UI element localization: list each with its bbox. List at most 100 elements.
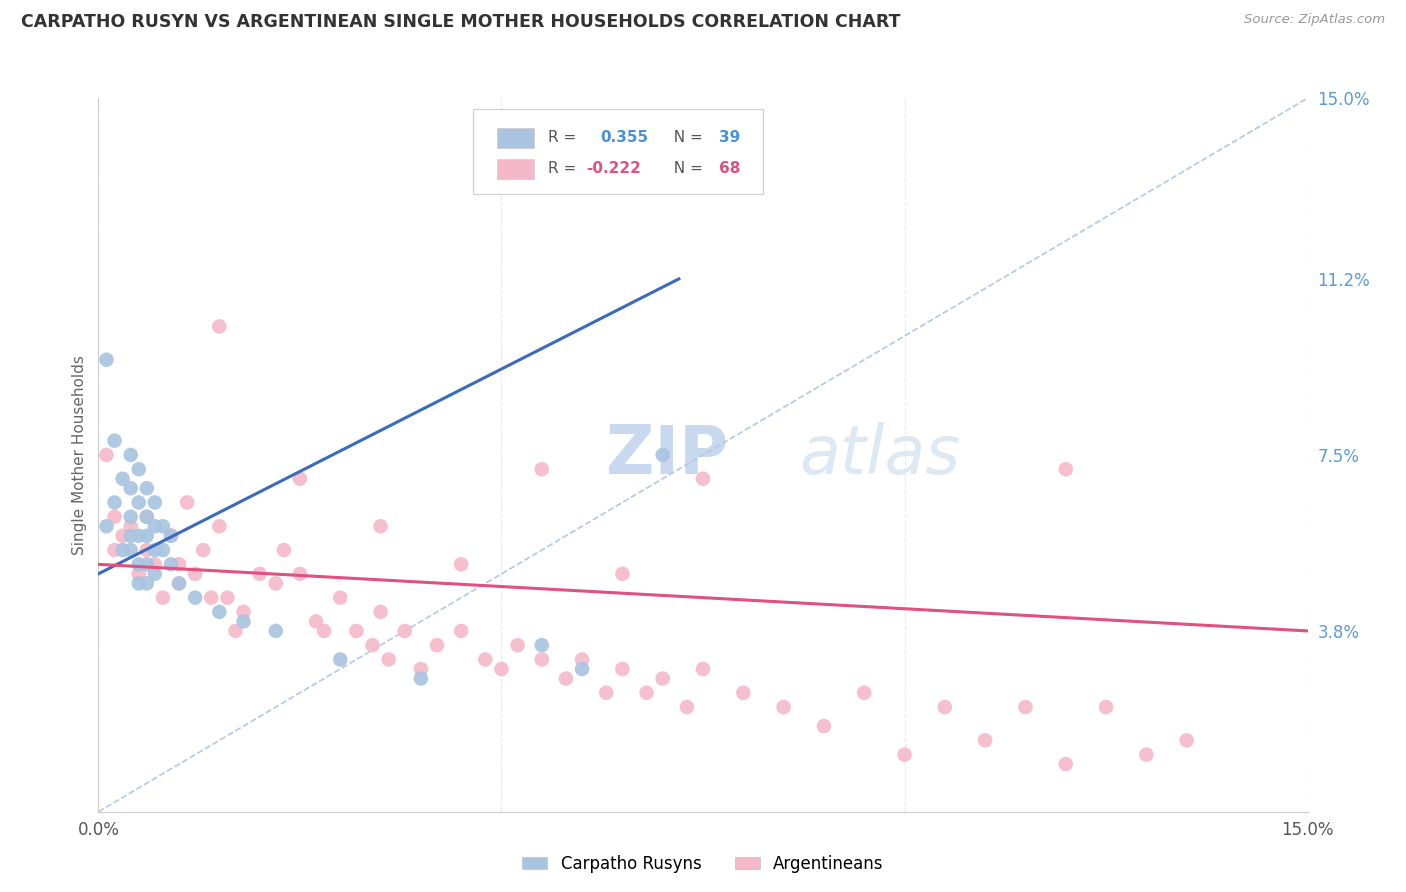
Point xyxy=(120,509,142,524)
Point xyxy=(111,543,134,558)
Text: ZIP: ZIP xyxy=(606,422,728,488)
Point xyxy=(208,319,231,334)
Point xyxy=(176,495,198,509)
Point xyxy=(426,638,449,652)
Y-axis label: Single Mother Households: Single Mother Households xyxy=(72,355,87,555)
Text: N =: N = xyxy=(664,130,709,145)
Point xyxy=(612,566,634,581)
Point xyxy=(128,566,150,581)
Point xyxy=(1135,747,1157,762)
Point xyxy=(128,462,150,476)
Point xyxy=(120,448,142,462)
Point xyxy=(377,652,399,666)
Point xyxy=(111,472,134,486)
Point xyxy=(167,576,190,591)
Text: atlas: atlas xyxy=(800,422,960,488)
Point xyxy=(474,652,496,666)
Point xyxy=(571,662,593,676)
Point xyxy=(530,638,553,652)
Point xyxy=(143,543,166,558)
Point xyxy=(595,686,617,700)
Point xyxy=(128,576,150,591)
Point xyxy=(143,495,166,509)
Point xyxy=(1054,757,1077,772)
Legend: Carpatho Rusyns, Argentineans: Carpatho Rusyns, Argentineans xyxy=(516,848,890,880)
Text: Source: ZipAtlas.com: Source: ZipAtlas.com xyxy=(1244,13,1385,27)
Point xyxy=(692,472,714,486)
Point xyxy=(651,448,673,462)
Point xyxy=(143,519,166,533)
Point xyxy=(160,558,183,572)
Point xyxy=(128,558,150,572)
Point xyxy=(1095,700,1118,714)
Point xyxy=(506,638,529,652)
Point xyxy=(135,543,157,558)
Point xyxy=(314,624,336,638)
Point xyxy=(152,519,174,533)
Point xyxy=(135,576,157,591)
Point xyxy=(370,605,392,619)
Text: CARPATHO RUSYN VS ARGENTINEAN SINGLE MOTHER HOUSEHOLDS CORRELATION CHART: CARPATHO RUSYN VS ARGENTINEAN SINGLE MOT… xyxy=(21,13,901,31)
Point xyxy=(200,591,222,605)
Point xyxy=(224,624,246,638)
Point xyxy=(893,747,915,762)
FancyBboxPatch shape xyxy=(498,128,534,148)
Point xyxy=(733,686,755,700)
Point xyxy=(128,529,150,543)
Point xyxy=(249,566,271,581)
Point xyxy=(135,481,157,495)
Point xyxy=(167,558,190,572)
Text: 0.355: 0.355 xyxy=(600,130,648,145)
Point xyxy=(409,672,432,686)
Point xyxy=(135,509,157,524)
Point xyxy=(103,509,125,524)
Point xyxy=(934,700,956,714)
Text: N =: N = xyxy=(664,161,709,177)
Point xyxy=(96,448,118,462)
Point xyxy=(329,591,352,605)
Point xyxy=(143,566,166,581)
Point xyxy=(103,543,125,558)
Point xyxy=(530,652,553,666)
Point xyxy=(184,566,207,581)
Point xyxy=(344,624,367,638)
Point xyxy=(120,543,142,558)
Point xyxy=(264,624,287,638)
Point xyxy=(96,352,118,367)
Point xyxy=(120,481,142,495)
Point xyxy=(135,558,157,572)
Point xyxy=(288,472,311,486)
FancyBboxPatch shape xyxy=(498,159,534,178)
Point xyxy=(305,615,328,629)
Point xyxy=(135,509,157,524)
Point xyxy=(103,434,125,448)
Point xyxy=(128,495,150,509)
FancyBboxPatch shape xyxy=(474,109,763,194)
Point xyxy=(612,662,634,676)
Point xyxy=(530,462,553,476)
Point xyxy=(96,519,118,533)
Point xyxy=(1054,462,1077,476)
Point xyxy=(813,719,835,733)
Point xyxy=(217,591,239,605)
Point xyxy=(193,543,215,558)
Point xyxy=(361,638,384,652)
Point xyxy=(143,558,166,572)
Point xyxy=(853,686,876,700)
Point xyxy=(135,529,157,543)
Point xyxy=(167,576,190,591)
Point xyxy=(370,519,392,533)
Point xyxy=(636,686,658,700)
Point xyxy=(288,566,311,581)
Point xyxy=(409,662,432,676)
Point xyxy=(974,733,997,747)
Point xyxy=(394,624,416,638)
Point xyxy=(273,543,295,558)
Text: 39: 39 xyxy=(718,130,740,145)
Point xyxy=(1175,733,1198,747)
Point xyxy=(160,529,183,543)
Point xyxy=(111,529,134,543)
Point xyxy=(208,605,231,619)
Point xyxy=(491,662,513,676)
Point xyxy=(571,652,593,666)
